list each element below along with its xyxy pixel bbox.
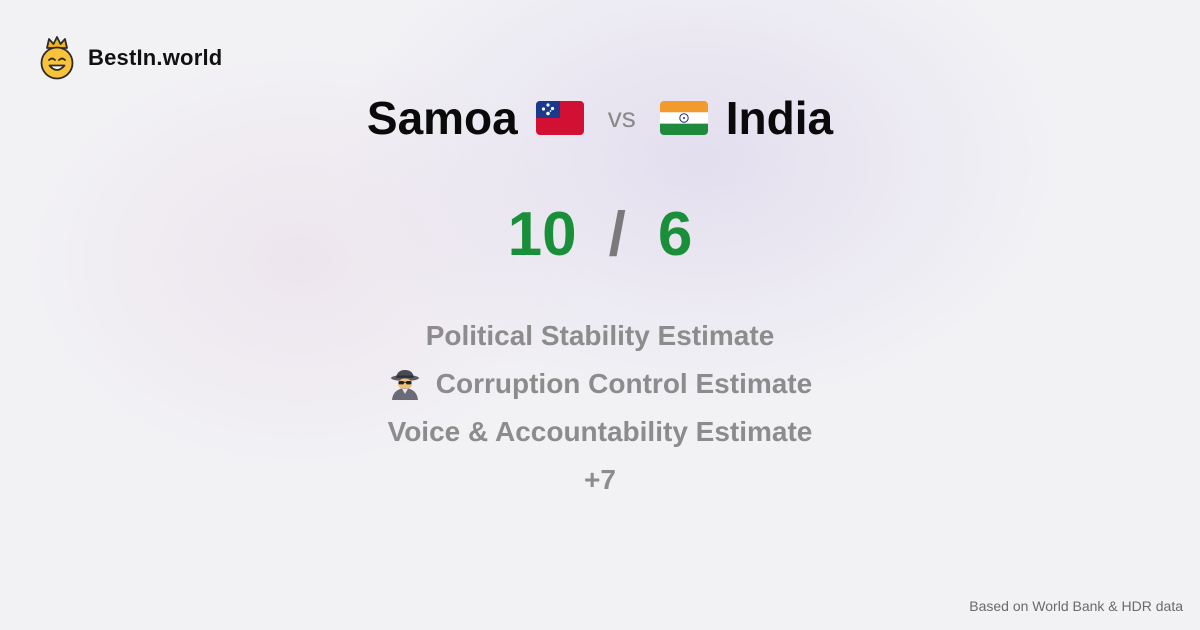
detective-icon (390, 370, 419, 400)
score-comparison: 10 / 6 (0, 196, 1200, 272)
score-separator: / (608, 199, 626, 269)
brand[interactable]: BestIn.world (38, 36, 222, 80)
country-b-name[interactable]: India (725, 92, 834, 144)
brand-name: BestIn.world (88, 45, 223, 70)
country-b-score: 6 (657, 199, 693, 269)
country-a-score: 10 (507, 199, 577, 269)
samoa-flag-icon (535, 101, 584, 135)
data-source-footnote: Based on World Bank & HDR data (969, 598, 1183, 614)
metric-item: Political Stability Estimate (426, 312, 775, 360)
crown-smiley-icon (40, 36, 74, 80)
metric-item: Corruption Control Estimate (388, 360, 812, 408)
metric-item: Voice & Accountability Estimate (388, 408, 813, 456)
country-a-name[interactable]: Samoa (366, 92, 518, 144)
comparison-title: Samoa vs India (0, 88, 1200, 148)
metric-label: Political Stability Estimate (425, 320, 775, 351)
metrics-list: Political Stability Estimate Corruption … (0, 312, 1200, 504)
versus-label: vs (607, 102, 636, 133)
more-metrics-count[interactable]: +7 (584, 464, 616, 495)
metric-label: Corruption Control Estimate (435, 368, 813, 399)
india-flag-icon (659, 101, 708, 135)
metric-label: Voice & Accountability Estimate (387, 416, 813, 447)
